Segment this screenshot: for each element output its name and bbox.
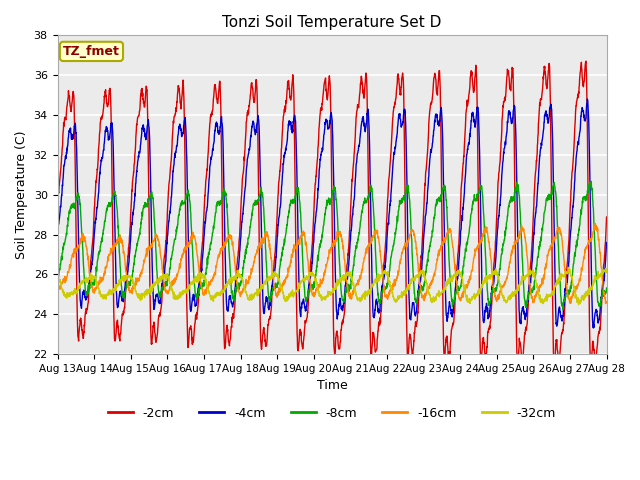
Legend: -2cm, -4cm, -8cm, -16cm, -32cm: -2cm, -4cm, -8cm, -16cm, -32cm <box>103 402 561 425</box>
Text: TZ_fmet: TZ_fmet <box>63 45 120 58</box>
Y-axis label: Soil Temperature (C): Soil Temperature (C) <box>15 131 28 259</box>
X-axis label: Time: Time <box>317 379 348 392</box>
Title: Tonzi Soil Temperature Set D: Tonzi Soil Temperature Set D <box>222 15 442 30</box>
